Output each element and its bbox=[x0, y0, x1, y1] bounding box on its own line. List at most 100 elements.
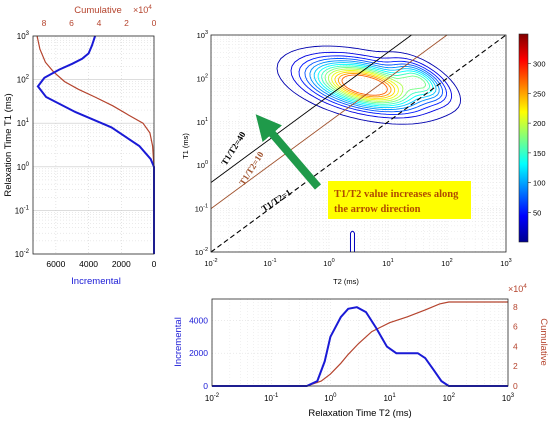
bottom-right-tick-label: 2 bbox=[513, 361, 518, 371]
bottom-right-exponent: ×104 bbox=[508, 283, 527, 294]
left-curves bbox=[36, 35, 155, 254]
contour-level bbox=[309, 60, 440, 111]
left-y-tick-label-base: 10 bbox=[15, 250, 24, 259]
ratio-10-label: T1/T2=10 bbox=[237, 149, 266, 187]
map-y-tick-label-power: 0 bbox=[205, 160, 208, 166]
map-y-tick-label-base: 10 bbox=[197, 161, 205, 170]
bottom-x-axis-label: Relaxation Time T2 (ms) bbox=[308, 408, 411, 419]
contour-level bbox=[331, 69, 399, 101]
contour-level bbox=[334, 71, 396, 99]
annotation-text: T1/T2 value increases along the arrow di… bbox=[334, 189, 461, 215]
bottom-right-axis-label: Cumulative bbox=[538, 318, 549, 366]
left-y-tick-label-power: -1 bbox=[24, 205, 30, 211]
bottom-x-tick-label: 100 bbox=[324, 393, 337, 403]
left-y-tick-label-power: 2 bbox=[26, 75, 30, 81]
map-x-tick-label-power: 2 bbox=[450, 258, 453, 264]
small-feature bbox=[349, 230, 355, 252]
bottom-x-tick-label: 102 bbox=[443, 393, 456, 403]
map-x-tick-label-base: 10 bbox=[323, 259, 331, 268]
ratio-line bbox=[210, 34, 507, 253]
map-x-tick-label-power: 0 bbox=[332, 258, 335, 264]
ratio-1-label: T1/T2=1 bbox=[260, 187, 294, 214]
left-y-tick-label-power: 0 bbox=[26, 162, 30, 168]
bottom-plot-frame bbox=[211, 298, 509, 387]
contour-level bbox=[290, 51, 453, 119]
map-x-tick-label-base: 10 bbox=[500, 259, 508, 268]
map-x-tick-label-base: 10 bbox=[204, 259, 212, 268]
bottom-right-tick-label: 8 bbox=[513, 302, 518, 312]
map-y-tick-label: 10-2 bbox=[195, 247, 208, 257]
bottom-left-tick-label: 0 bbox=[203, 381, 208, 391]
map-x-tick-label: 102 bbox=[441, 258, 452, 268]
map-x-tick-label-power: -2 bbox=[213, 258, 218, 264]
bottom-x-tick-label-power: 2 bbox=[452, 393, 456, 399]
map-y-axis-label: T1 (ms) bbox=[181, 133, 190, 159]
bottom-left-tick-label: 2000 bbox=[189, 348, 208, 358]
map-x-tick-label: 10-2 bbox=[204, 258, 217, 268]
bottom-right-tick-label: 6 bbox=[513, 322, 518, 332]
colorbar-ticks: 50 100 150 200 250 300 bbox=[528, 60, 546, 217]
bottom-x-tick-label: 10-1 bbox=[264, 393, 279, 403]
colorbar-tick-label: 250 bbox=[533, 89, 546, 98]
map-y-tick-label-base: 10 bbox=[197, 118, 205, 127]
bottom-x-tick-label: 10-2 bbox=[205, 393, 220, 403]
bottom-x-tick-label-power: -2 bbox=[214, 393, 220, 399]
map-y-tick-label: 102 bbox=[197, 73, 208, 83]
left-y-tick-label-base: 10 bbox=[17, 76, 26, 85]
left-y-tick-label: 101 bbox=[17, 118, 30, 128]
left-y-tick-label: 103 bbox=[17, 31, 30, 41]
map-y-tick-label: 100 bbox=[197, 160, 208, 170]
bottom-right-tick-label: 0 bbox=[513, 381, 518, 391]
bottom-x-tick-label-base: 10 bbox=[324, 394, 333, 403]
map-y-tick-label-base: 10 bbox=[197, 31, 205, 40]
left-y-tick-label: 100 bbox=[17, 162, 30, 172]
bottom-x-tick-label-base: 10 bbox=[205, 394, 214, 403]
contour-level bbox=[327, 68, 404, 102]
map-x-tick-label-base: 10 bbox=[263, 259, 271, 268]
map-y-tick-label-power: 3 bbox=[205, 30, 208, 36]
colorbar-tick-label: 150 bbox=[533, 149, 546, 158]
map-y-tick-label-base: 10 bbox=[195, 205, 203, 214]
map-y-tick-label: 103 bbox=[197, 30, 208, 40]
left-top-exponent: ×104 bbox=[133, 4, 152, 15]
map-plot-frame bbox=[210, 34, 507, 253]
left-top-tick-label: 2 bbox=[124, 18, 129, 28]
left-top-tick-label: 4 bbox=[97, 18, 102, 28]
bottom-x-tick-label-base: 10 bbox=[264, 394, 273, 403]
left-bottom-tick-label: 0 bbox=[152, 259, 157, 269]
map-x-tick-label-base: 10 bbox=[382, 259, 390, 268]
map-y-tick-label: 101 bbox=[197, 117, 208, 127]
contour-level bbox=[313, 62, 437, 109]
map-y-tick-label-power: 1 bbox=[205, 117, 208, 123]
left-y-tick-label-base: 10 bbox=[17, 119, 26, 128]
bottom-left-axis-label: Incremental bbox=[173, 317, 184, 367]
map-y-tick-label-base: 10 bbox=[197, 74, 205, 83]
left-plot-frame bbox=[32, 35, 155, 255]
left-y-axis-label: Relaxation Time T1 (ms) bbox=[3, 93, 14, 196]
left-y-tick-label: 10-1 bbox=[15, 205, 30, 215]
map-x-tick-label-base: 10 bbox=[441, 259, 449, 268]
bottom-cumulative-line bbox=[212, 301, 508, 387]
left-y-tick-label-power: 3 bbox=[26, 31, 30, 37]
direction-arrow bbox=[255, 114, 322, 190]
left-y-tick-label-base: 10 bbox=[17, 32, 26, 41]
map-x-tick-label-power: 1 bbox=[391, 258, 394, 264]
left-bottom-tick-label: 6000 bbox=[46, 259, 65, 269]
bottom-x-tick-label-power: -1 bbox=[273, 393, 279, 399]
map-x-tick-label-power: -1 bbox=[272, 258, 277, 264]
map-chart: 10-2 10-1 100 101 102 10310-210-1100101102103… bbox=[181, 30, 546, 286]
annotation-line-1: T1/T2 value increases along bbox=[334, 189, 459, 200]
ratio-line bbox=[210, 34, 448, 209]
bottom-x-tick-label-power: 0 bbox=[333, 393, 337, 399]
left-bottom-axis-label: Incremental bbox=[71, 276, 121, 287]
left-y-tick-label-base: 10 bbox=[15, 206, 24, 215]
bottom-left-tick-label: 4000 bbox=[189, 315, 208, 325]
map-y-tick-label-power: -2 bbox=[203, 247, 208, 253]
map-reference-lines bbox=[210, 34, 507, 253]
left-top-tick-label: 0 bbox=[152, 18, 157, 28]
annotation-box bbox=[328, 181, 471, 219]
bottom-x-tick-label-power: 3 bbox=[511, 393, 515, 399]
bottom-x-tick-label-base: 10 bbox=[383, 394, 392, 403]
